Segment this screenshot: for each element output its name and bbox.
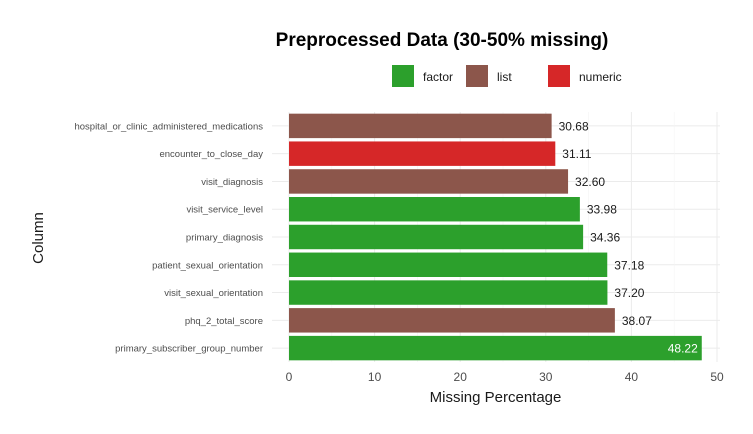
data-label: 30.68 xyxy=(559,119,589,133)
legend-swatch-factor xyxy=(392,65,414,87)
bar-encounter-to-close-day xyxy=(289,141,556,166)
x-tick-label: 20 xyxy=(454,370,468,384)
bar-patient-sexual-orientation xyxy=(289,252,608,277)
x-tick-label: 50 xyxy=(710,370,724,384)
bar-phq-2-total-score xyxy=(289,308,615,333)
legend-swatch-list xyxy=(466,65,488,87)
y-tick-label: visit_diagnosis xyxy=(201,177,263,188)
x-axis-tick-labels: 0 10 20 30 40 50 xyxy=(286,370,724,384)
data-label: 31.11 xyxy=(562,147,591,161)
y-axis-tick-labels: hospital_or_clinic_administered_medicati… xyxy=(74,121,263,354)
chart-title: Preprocessed Data (30-50% missing) xyxy=(276,30,609,51)
bar-visit-service-level xyxy=(289,197,580,222)
data-label: 38.07 xyxy=(622,314,652,328)
y-tick-label: visit_sexual_orientation xyxy=(164,288,263,299)
data-label: 32.60 xyxy=(575,175,605,189)
y-tick-label: encounter_to_close_day xyxy=(159,149,263,160)
y-tick-label: patient_sexual_orientation xyxy=(152,260,263,271)
y-tick-label: primary_diagnosis xyxy=(186,233,263,244)
legend-label-list: list xyxy=(497,70,512,84)
y-tick-label: primary_subscriber_group_number xyxy=(115,344,263,355)
data-label: 33.98 xyxy=(587,203,617,217)
legend-swatch-numeric xyxy=(548,65,570,87)
bar-primary-diagnosis xyxy=(289,224,584,250)
legend-label-numeric: numeric xyxy=(579,70,622,84)
x-tick-label: 0 xyxy=(286,370,293,384)
bars: 30.68 31.11 32.60 33.98 34.36 37.18 37.20 38.07… xyxy=(289,113,702,361)
x-tick-label: 40 xyxy=(625,370,639,384)
data-label: 48.22 xyxy=(668,342,698,356)
y-tick-label: phq_2_total_score xyxy=(185,316,263,327)
bar-primary-subscriber-group-number xyxy=(289,335,702,361)
y-tick-label: visit_service_level xyxy=(186,205,263,216)
x-axis-title: Missing Percentage xyxy=(430,389,562,406)
data-label: 34.36 xyxy=(590,231,620,245)
data-label: 37.18 xyxy=(614,258,644,272)
bar-hospital-or-clinic-administered-medications xyxy=(289,113,552,139)
y-tick-label: hospital_or_clinic_administered_medicati… xyxy=(74,121,263,132)
x-tick-label: 30 xyxy=(539,370,553,384)
bar-visit-diagnosis xyxy=(289,169,569,194)
legend: factor list numeric xyxy=(392,65,622,87)
x-tick-label: 10 xyxy=(368,370,382,384)
legend-label-factor: factor xyxy=(423,70,453,84)
bar-visit-sexual-orientation xyxy=(289,280,608,305)
data-label: 37.20 xyxy=(614,286,644,300)
y-axis-title: Column xyxy=(30,212,47,264)
